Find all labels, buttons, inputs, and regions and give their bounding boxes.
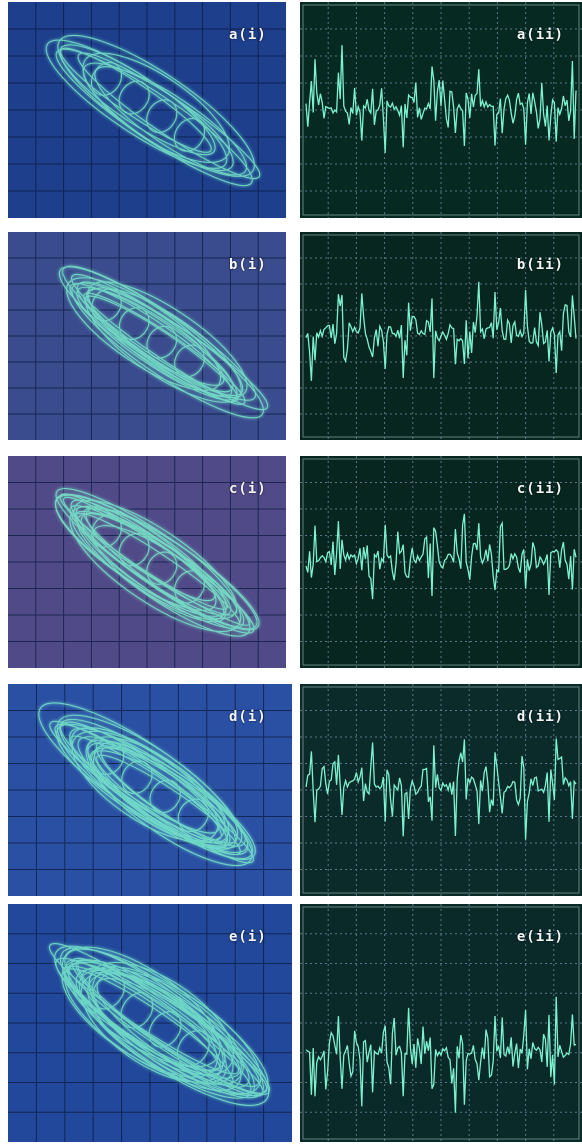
phase-portrait-c: c(i): [8, 456, 286, 668]
label-e-i: e(i): [229, 929, 267, 945]
time-series-c: c(ii): [300, 456, 582, 668]
label-d-i: d(i): [229, 709, 267, 725]
phase-portrait-b: b(i): [8, 232, 286, 440]
time-series-e: e(ii): [300, 904, 582, 1142]
graticule: [300, 904, 582, 1142]
attractor-image-d: [8, 684, 292, 896]
label-b-i: b(i): [229, 257, 267, 273]
label-e-ii: e(ii): [516, 929, 564, 945]
waveform-trace: [305, 281, 577, 381]
time-series-d: d(ii): [300, 684, 582, 896]
time-series-a: a(ii): [300, 2, 582, 218]
attractor-trace: [54, 487, 260, 637]
graticule: [300, 2, 582, 218]
graticule: [300, 232, 582, 440]
attractor-trace: [58, 265, 269, 419]
waveform-image-a: [300, 2, 582, 218]
attractor-image-a: [8, 2, 286, 218]
label-a-i: a(i): [229, 27, 267, 43]
attractor-trace: [38, 702, 256, 867]
waveform-image-d: [300, 684, 582, 896]
label-a-ii: a(ii): [516, 27, 564, 43]
waveform-trace: [305, 513, 577, 600]
label-c-ii: c(ii): [516, 481, 564, 497]
attractor-trace: [45, 34, 261, 187]
attractor-image-b: [8, 232, 286, 440]
graticule: [300, 456, 582, 668]
phase-portrait-a: a(i): [8, 2, 286, 218]
waveform-image-e: [300, 904, 582, 1142]
waveform-image-b: [300, 232, 582, 440]
phase-portrait-e: e(i): [8, 904, 292, 1142]
phase-portrait-d: d(i): [8, 684, 292, 896]
attractor-image-e: [8, 904, 292, 1142]
waveform-trace: [305, 996, 577, 1113]
waveform-trace: [305, 45, 577, 153]
label-c-i: c(i): [229, 481, 267, 497]
time-series-b: b(ii): [300, 232, 582, 440]
waveform-trace: [305, 738, 577, 840]
label-d-ii: d(ii): [516, 709, 564, 725]
label-b-ii: b(ii): [516, 257, 564, 273]
waveform-image-c: [300, 456, 582, 668]
attractor-image-c: [8, 456, 286, 668]
attractor-trace: [48, 943, 271, 1106]
